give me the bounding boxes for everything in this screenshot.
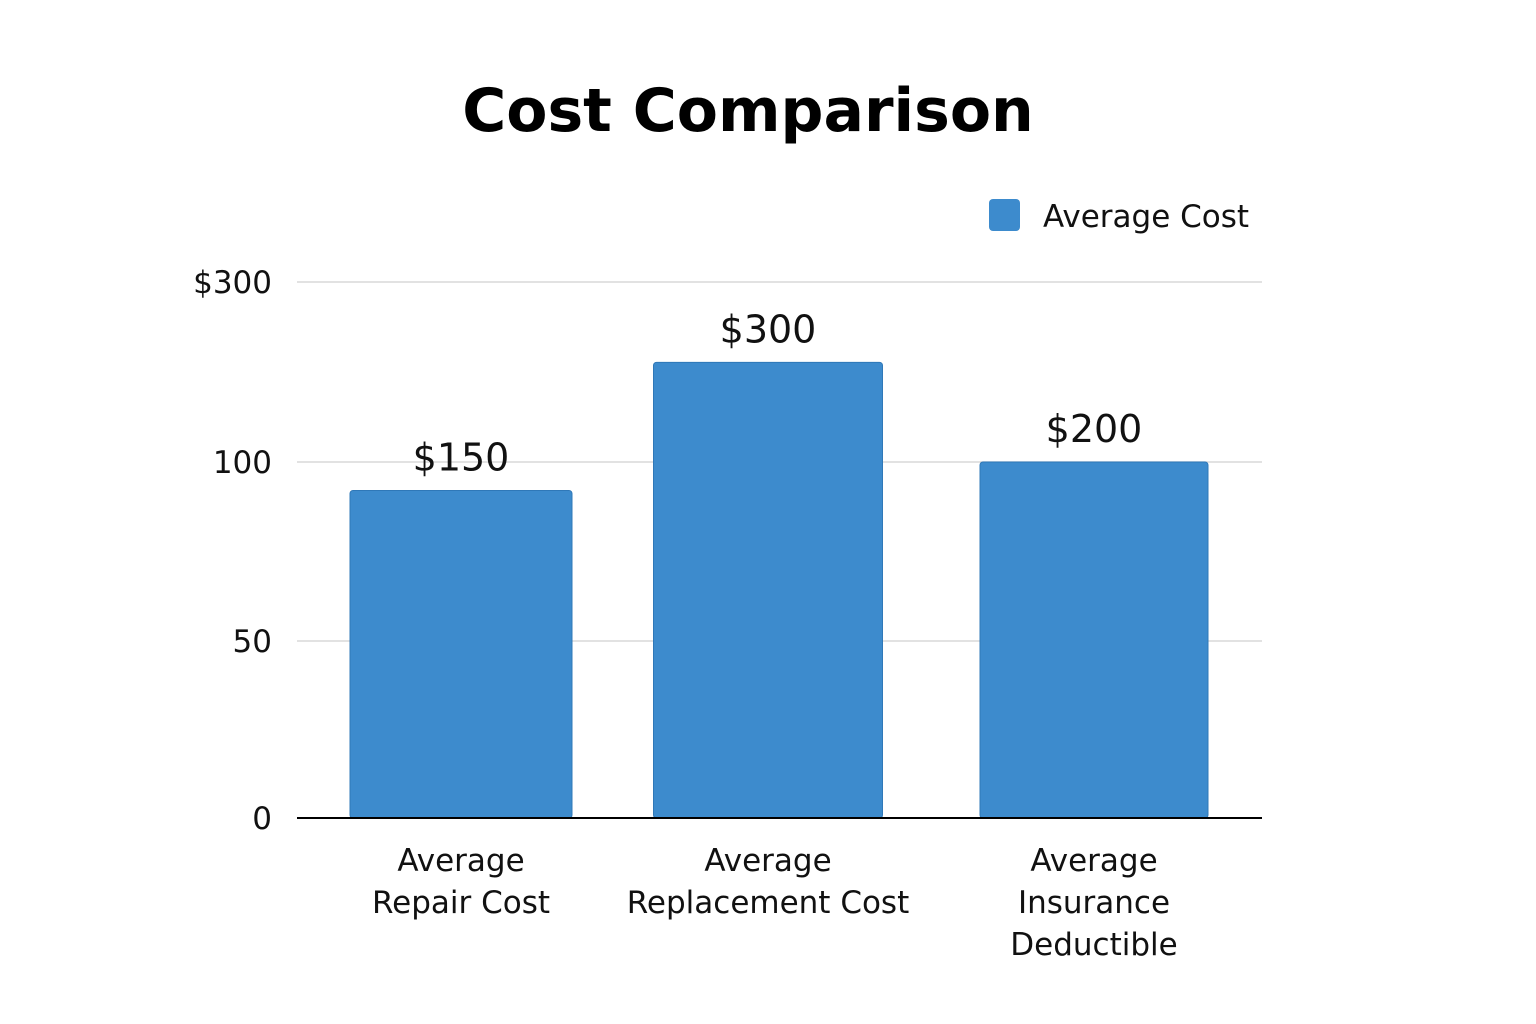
- value-labels: $150 $300 $200: [413, 307, 1143, 479]
- bar-value-label: $200: [1046, 407, 1143, 451]
- y-tick-label: 100: [213, 445, 272, 481]
- chart-title: Cost Comparison: [462, 76, 1034, 146]
- y-tick-label: 0: [252, 801, 272, 837]
- bar-value-label: $300: [720, 307, 817, 351]
- x-axis-labels: Average Repair Cost Average Replacement Cos…: [372, 843, 1178, 963]
- y-axis-ticks: 0 50 100 $300: [193, 265, 272, 837]
- x-tick-label: Average Replacement Cost: [627, 843, 909, 921]
- y-tick-label: $300: [193, 265, 272, 301]
- bar: [349, 489, 573, 819]
- legend-label: Average Cost: [1043, 199, 1249, 235]
- legend-swatch: [989, 199, 1020, 231]
- x-tick-label: Average Insurance Deductible: [1010, 843, 1177, 963]
- bars: [349, 361, 1209, 819]
- bar: [653, 361, 883, 819]
- x-tick-label: Average Repair Cost: [372, 843, 550, 921]
- legend: Average Cost: [989, 199, 1249, 235]
- bar-value-label: $150: [413, 435, 510, 479]
- bar: [979, 461, 1209, 819]
- y-tick-label: 50: [233, 624, 272, 660]
